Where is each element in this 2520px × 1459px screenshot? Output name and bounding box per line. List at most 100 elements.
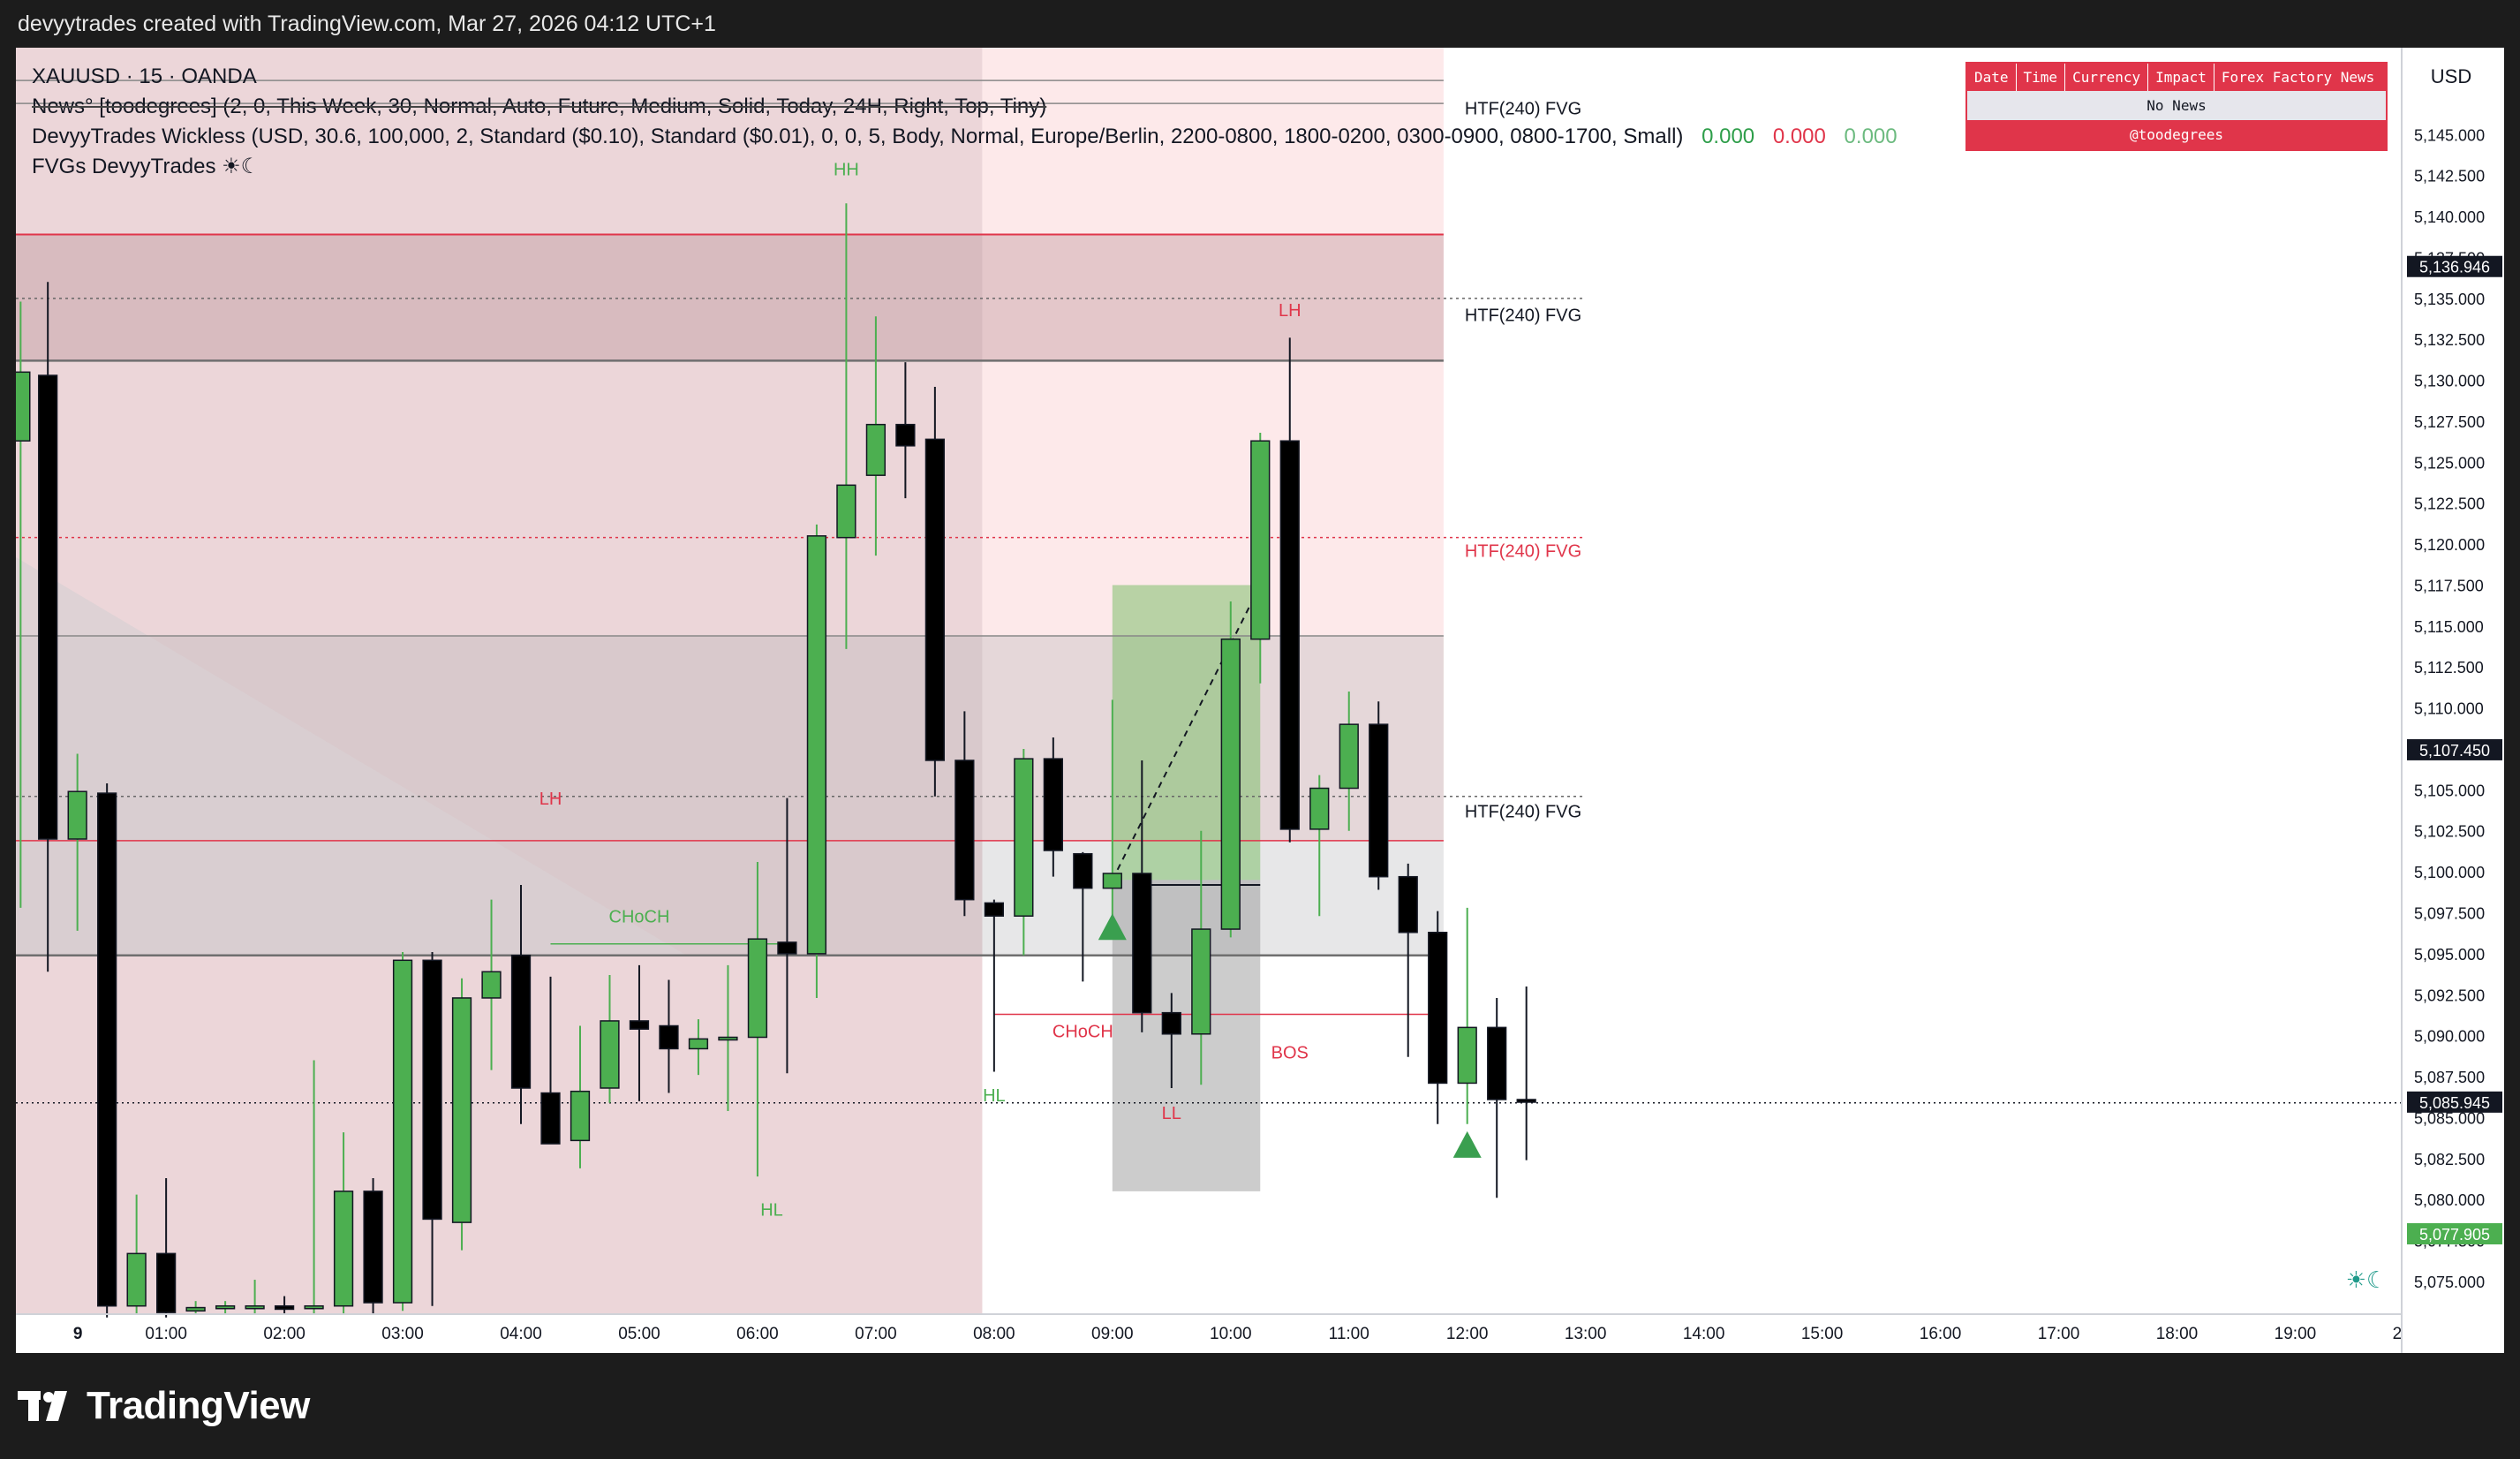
candle-body	[1339, 723, 1359, 790]
y-axis: USD5,075.0005,077.5005,080.0005,082.5005…	[2401, 48, 2504, 1353]
session-shading-triangle	[16, 556, 687, 956]
y-tick-label: 5,110.000	[2414, 700, 2484, 718]
candle	[245, 1280, 265, 1314]
price-badge-label: 5,085.945	[2419, 1094, 2490, 1112]
candle-body	[570, 1090, 591, 1142]
wickless-value-2: 0.000	[1772, 125, 1826, 148]
y-tick-label: 5,117.500	[2414, 577, 2484, 594]
candle-body	[1487, 1026, 1507, 1100]
candle-body	[422, 959, 442, 1221]
tradingview-logo-icon	[18, 1391, 67, 1421]
candle-body	[924, 438, 946, 761]
price-badge	[2407, 1223, 2502, 1245]
y-tick-label: 5,142.500	[2414, 168, 2485, 185]
x-tick-label: 09:00	[1091, 1325, 1134, 1343]
candle	[1516, 986, 1536, 1160]
candlestick-chart[interactable]: HH LH CHoCH HL HL CHoCH LL LH BOS HTF(240) FVG HTF…	[16, 48, 2504, 1353]
candle	[481, 899, 502, 1070]
candle-body	[895, 423, 916, 447]
news-table: Date Time Currency Impact Forex Factory …	[1965, 62, 2388, 151]
fvg-indicator-line[interactable]: FVGs DevyyTrades ☀︎☾	[32, 155, 260, 178]
candle	[451, 978, 472, 1251]
candle-body	[1043, 758, 1063, 851]
fvg-zone-label: HTF(240) FVG	[1465, 306, 1581, 325]
y-tick-label: 5,085.000	[2414, 1109, 2485, 1127]
chart-frame[interactable]: HH LH CHoCH HL HL CHoCH LL LH BOS HTF(240) FVG HTF…	[16, 48, 2504, 1353]
fvg-zone-label: HTF(240) FVG	[1465, 100, 1581, 119]
x-tick-label: 01:00	[145, 1325, 187, 1343]
candle-body	[510, 954, 532, 1089]
wickless-indicator-label: DevyyTrades Wickless (USD, 30.6, 100,000…	[32, 125, 1684, 148]
levels-layer	[16, 79, 2402, 1104]
x-tick-label: 13:00	[1565, 1325, 1607, 1343]
news-col-news: Forex Factory News	[2221, 69, 2375, 86]
structure-label: HL	[760, 1201, 783, 1221]
candle	[392, 952, 413, 1312]
candle	[1309, 775, 1330, 917]
candle	[718, 964, 738, 1111]
x-tick-label: 14:00	[1683, 1325, 1725, 1343]
candle-body	[806, 535, 827, 955]
snapshot-title: devyytrades created with TradingView.com…	[18, 11, 716, 36]
symbol-line[interactable]: XAUUSD · 15 · OANDA	[32, 64, 257, 88]
x-tick-label: 11:00	[1329, 1325, 1369, 1343]
y-tick-label: 5,092.500	[2414, 987, 2485, 1004]
candle	[836, 203, 856, 649]
x-tick-label: 03:00	[381, 1325, 424, 1343]
candle	[126, 1194, 147, 1314]
candle	[97, 782, 117, 1318]
candle-body	[1191, 928, 1211, 1035]
candle-body	[185, 1306, 206, 1312]
candle-body	[155, 1252, 177, 1313]
candle-body	[481, 971, 502, 999]
x-tick-label: 10:00	[1210, 1325, 1252, 1343]
candle-body	[659, 1024, 679, 1050]
y-tick-label: 5,135.000	[2414, 291, 2485, 308]
structure-label: HH	[834, 161, 859, 180]
x-tick-label: 08:00	[973, 1325, 1015, 1343]
x-tick-label: 05:00	[618, 1325, 660, 1343]
candle-body	[540, 1092, 561, 1145]
candle	[1161, 993, 1181, 1088]
candle-body	[718, 1036, 738, 1041]
candle-body	[1014, 758, 1034, 917]
news-table-header: Date Time Currency Impact Forex Factory …	[1967, 64, 2386, 91]
candle-body	[333, 1191, 354, 1307]
candle-body	[451, 997, 472, 1223]
candle-body	[1132, 873, 1152, 1014]
candle-body	[392, 959, 413, 1304]
x-tick-label: 07:00	[855, 1325, 897, 1343]
candle-body	[304, 1304, 324, 1310]
price-badge	[2407, 1091, 2502, 1113]
candle-body	[274, 1304, 295, 1311]
candle	[570, 1025, 591, 1168]
candle-body	[1516, 1099, 1536, 1103]
candle-body	[1279, 440, 1300, 830]
news-col-date: Date	[1967, 64, 2017, 91]
news-col-impact: Impact	[2148, 64, 2214, 91]
candle	[185, 1301, 206, 1314]
wickless-indicator-line[interactable]: DevyyTrades Wickless (USD, 30.6, 100,000…	[32, 122, 1898, 152]
candle	[777, 798, 797, 1074]
candle	[1339, 692, 1359, 831]
y-tick-label: 5,080.000	[2414, 1191, 2485, 1209]
wickless-value-1: 0.000	[1701, 125, 1755, 148]
candle	[1132, 760, 1152, 1032]
candle	[510, 884, 532, 1124]
candle-body	[1428, 932, 1448, 1085]
x-axis: 9 01:00 02:00 03:00 04:00 05:00 06:00 07:00 08:0…	[16, 1313, 2504, 1343]
news-indicator-line[interactable]: News° [toodegrees] (2, 0, This Week, 30,…	[32, 94, 1047, 118]
indicator-legend: XAUUSD · 15 · OANDA News° [toodegrees] (…	[32, 62, 1898, 182]
price-badge	[2407, 738, 2502, 760]
news-table-message: No News	[1967, 91, 2386, 120]
candle	[1279, 337, 1300, 843]
x-tick-label: 02:00	[263, 1325, 306, 1343]
candle	[1457, 907, 1477, 1124]
candle	[67, 753, 87, 931]
price-badge-label: 5,136.946	[2419, 259, 2490, 276]
candle	[1428, 911, 1448, 1124]
y-tick-label: 5,082.500	[2414, 1151, 2485, 1168]
candle-body	[1398, 875, 1418, 934]
candle-body	[126, 1252, 147, 1307]
candle-body	[1161, 1011, 1181, 1035]
